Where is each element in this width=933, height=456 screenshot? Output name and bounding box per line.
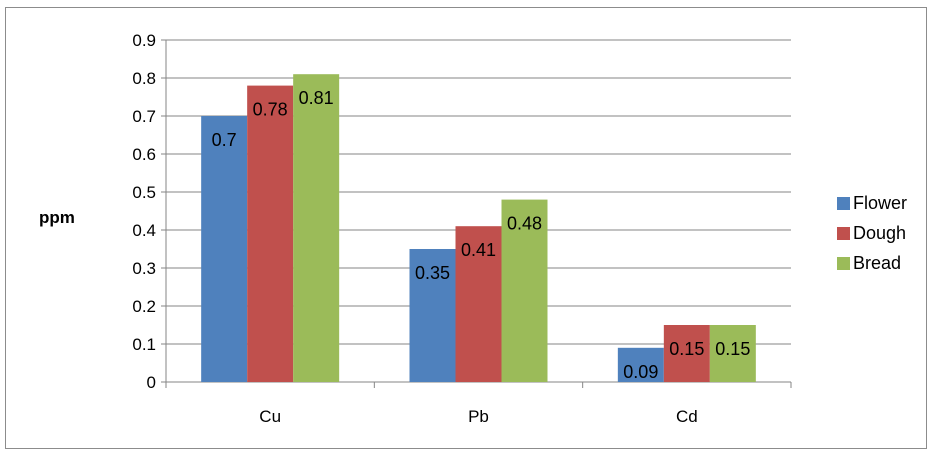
bar-bread-pb [501, 199, 548, 382]
data-label: 0.78 [253, 100, 288, 120]
y-tick-label: 0.6 [132, 145, 156, 164]
data-label: 0.41 [461, 240, 496, 260]
bar-dough-cu [247, 85, 294, 382]
y-tick-label: 0.2 [132, 297, 156, 316]
legend-label-dough: Dough [853, 222, 907, 243]
data-label: 0.35 [415, 263, 450, 283]
legend-item-bread: Bread [837, 248, 907, 278]
y-tick-label: 0.9 [132, 31, 156, 50]
bar-dough-cd [663, 325, 710, 382]
y-axis-label: ppm [39, 208, 75, 227]
data-label: 0.09 [623, 362, 658, 382]
y-tick-label: 0 [147, 373, 156, 392]
bar-dough-pb [455, 226, 502, 382]
bar-flower-pb [409, 249, 456, 382]
y-tick-label: 0.5 [132, 183, 156, 202]
data-label: 0.7 [212, 130, 237, 150]
bar-bread-cd [709, 325, 756, 382]
legend-label-bread: Bread [853, 252, 902, 273]
y-tick-label: 0.7 [132, 107, 156, 126]
x-category-label: Cd [676, 407, 698, 426]
legend: Flower Dough Bread [837, 188, 907, 278]
data-label: 0.48 [507, 214, 542, 234]
x-category-label: Pb [468, 407, 489, 426]
y-tick-label: 0.8 [132, 69, 156, 88]
bar-flower-cu [201, 116, 248, 382]
chart-frame: 0 0.1 0.2 0.3 0.4 0.5 0.6 0.7 0.8 0.9 0.7 0.78 0.81 C… [5, 7, 927, 449]
data-label: 0.81 [299, 88, 334, 108]
legend-swatch-bread [837, 256, 850, 270]
data-label: 0.15 [669, 339, 704, 359]
x-category-label: Cu [259, 407, 281, 426]
legend-label-flower: Flower [853, 192, 908, 213]
y-tick-label: 0.3 [132, 259, 156, 278]
y-tick-label: 0.1 [132, 335, 156, 354]
legend-swatch-flower [837, 196, 850, 210]
legend-item-dough: Dough [837, 218, 907, 248]
legend-swatch-dough [837, 226, 850, 240]
y-tick-label: 0.4 [132, 221, 156, 240]
legend-item-flower: Flower [837, 188, 907, 218]
bar-flower-cd [617, 347, 664, 382]
bar-bread-cu [293, 74, 340, 382]
data-label: 0.15 [715, 339, 750, 359]
bar-chart: 0 0.1 0.2 0.3 0.4 0.5 0.6 0.7 0.8 0.9 0.7 0.78 0.81 C… [132, 31, 792, 426]
